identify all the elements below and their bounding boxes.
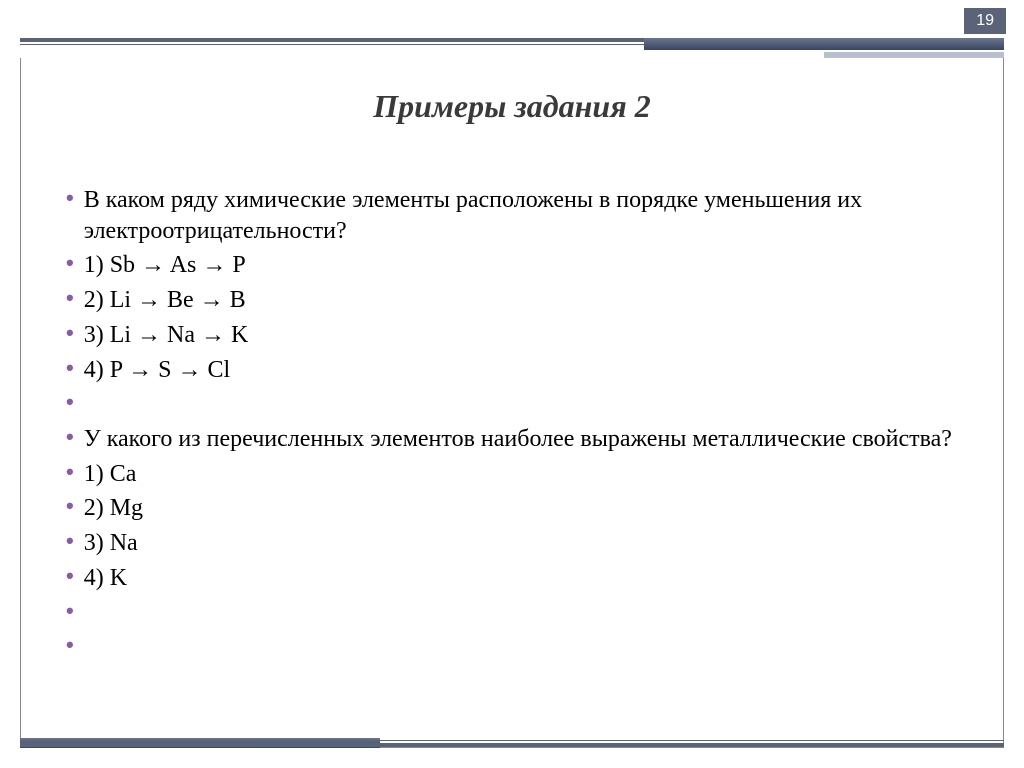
bullet-icon: • [66,355,74,381]
bottom-rule [20,740,1004,748]
list-item: • 3) Na [66,528,964,559]
list-item: • 3) Li → Na → K [66,320,964,351]
bullet-icon: • [66,459,74,485]
list-item: • У какого из перечисленных элементов наи… [66,424,964,455]
list-item-text: 4) P → S → Cl [84,355,230,386]
list-item: • 2) Li → Be → B [66,285,964,316]
bullet-icon: • [66,424,74,450]
bullet-icon: • [66,389,74,415]
list-item: • [66,389,964,420]
bullet-icon: • [66,598,74,624]
list-item: • [66,598,964,629]
list-item-text: 4) K [84,563,127,594]
list-item-text: 3) Li → Na → K [84,320,249,351]
list-item: • 4) K [66,563,964,594]
bullet-icon: • [66,285,74,311]
top-accent-bar [644,38,1004,50]
content-area: • В каком ряду химические элементы распол… [66,185,964,667]
list-item: • 4) P → S → Cl [66,355,964,386]
bullet-icon: • [66,563,74,589]
page-number: 19 [964,8,1006,34]
slide-title: Примеры задания 2 [0,88,1024,125]
list-item-text [84,632,90,663]
list-item: • 1) Ca [66,459,964,490]
bullet-icon: • [66,528,74,554]
bullet-icon: • [66,493,74,519]
list-item: • [66,632,964,663]
bullet-icon: • [66,185,74,211]
list-item-text [84,389,90,420]
list-item-text: 2) Mg [84,493,143,524]
list-item-text: 2) Li → Be → B [84,285,246,316]
list-item-text: 3) Na [84,528,138,559]
list-item-text: 1) Sb → As → P [84,250,246,281]
list-item-text [84,598,90,629]
list-item: • 1) Sb → As → P [66,250,964,281]
bullet-icon: • [66,250,74,276]
list-item: • 2) Mg [66,493,964,524]
list-item: • В каком ряду химические элементы распол… [66,185,964,246]
list-item-text: В каком ряду химические элементы располо… [84,185,964,246]
bullet-icon: • [66,632,74,658]
list-item-text: У какого из перечисленных элементов наиб… [84,424,952,455]
bullet-icon: • [66,320,74,346]
list-item-text: 1) Ca [84,459,137,490]
